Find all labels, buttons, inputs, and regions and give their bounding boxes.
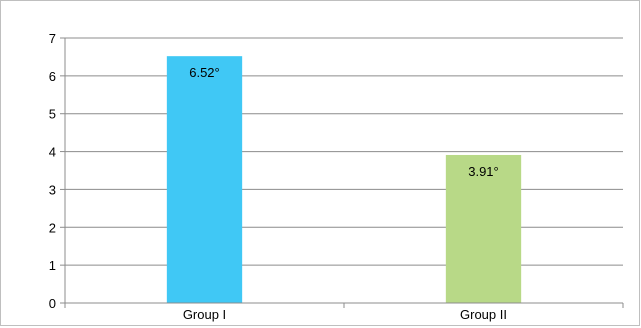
y-tick-label: 3 — [49, 182, 56, 197]
y-tick-labels: 0 1 2 3 4 5 6 7 — [49, 31, 56, 311]
y-tick-label: 6 — [49, 69, 56, 84]
bars — [166, 56, 522, 303]
data-label-2: 3.91° — [468, 164, 499, 179]
x-tick-label: Group I — [183, 307, 226, 322]
x-tick-labels: Group I Group II — [183, 307, 507, 322]
axes — [60, 37, 624, 308]
bar-2 — [445, 154, 522, 303]
y-tick-label: 2 — [49, 220, 56, 235]
y-tick-label: 0 — [49, 296, 56, 311]
bar-1 — [166, 56, 243, 303]
y-tick-label: 7 — [49, 31, 56, 46]
data-labels: 6.52° 3.91° — [189, 65, 499, 179]
y-tick-label: 4 — [49, 145, 56, 160]
x-tick-label: Group II — [460, 307, 507, 322]
y-tick-label: 1 — [49, 258, 56, 273]
grid-lines — [65, 37, 623, 266]
y-tick-label: 5 — [49, 107, 56, 122]
data-label-1: 6.52° — [189, 65, 220, 80]
